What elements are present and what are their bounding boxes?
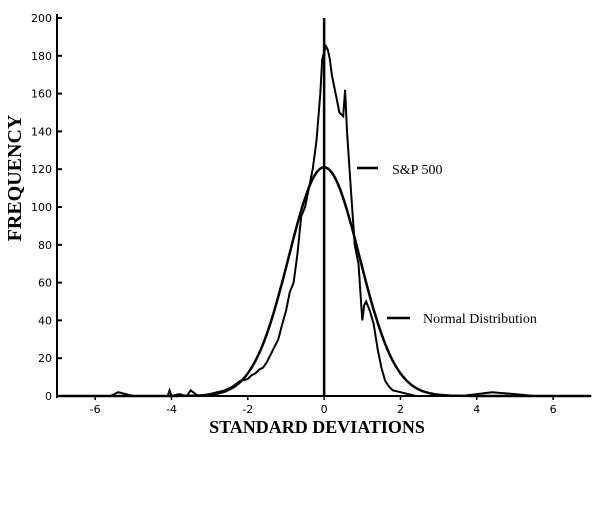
x-tick-label: -6 [90,403,101,416]
y-tick-label: 60 [38,277,52,290]
x-axis-title: STANDARD DEVIATIONS [209,417,425,437]
y-tick-label: 120 [31,163,52,176]
y-tick-label: 200 [31,12,52,25]
x-tick-label: -4 [166,403,177,416]
y-tick-label: 160 [31,88,52,101]
legend-label-normal-distribution: Normal Distribution [423,312,537,327]
legend-label-sp500: S&P 500 [392,163,442,178]
x-tick-label: 6 [550,403,557,416]
x-tick-label: 4 [473,403,480,416]
x-axis-ticks: -6 -4 -2 0 2 4 6 [90,396,557,416]
y-tick-label: 40 [38,314,52,327]
x-tick-label: 0 [321,403,328,416]
legend: S&P 500 Normal Distribution [357,163,537,327]
y-tick-label: 80 [38,239,52,252]
x-tick-label: 2 [397,403,404,416]
y-axis-title: FREQUENCY [4,114,26,241]
series-line-sp500 [57,43,576,398]
x-tick-label: -2 [242,403,253,416]
y-tick-label: 140 [31,125,52,138]
y-tick-label: 20 [38,352,52,365]
y-tick-label: 180 [31,50,52,63]
y-tick-label: 0 [45,390,52,403]
y-tick-label: 100 [31,201,52,214]
